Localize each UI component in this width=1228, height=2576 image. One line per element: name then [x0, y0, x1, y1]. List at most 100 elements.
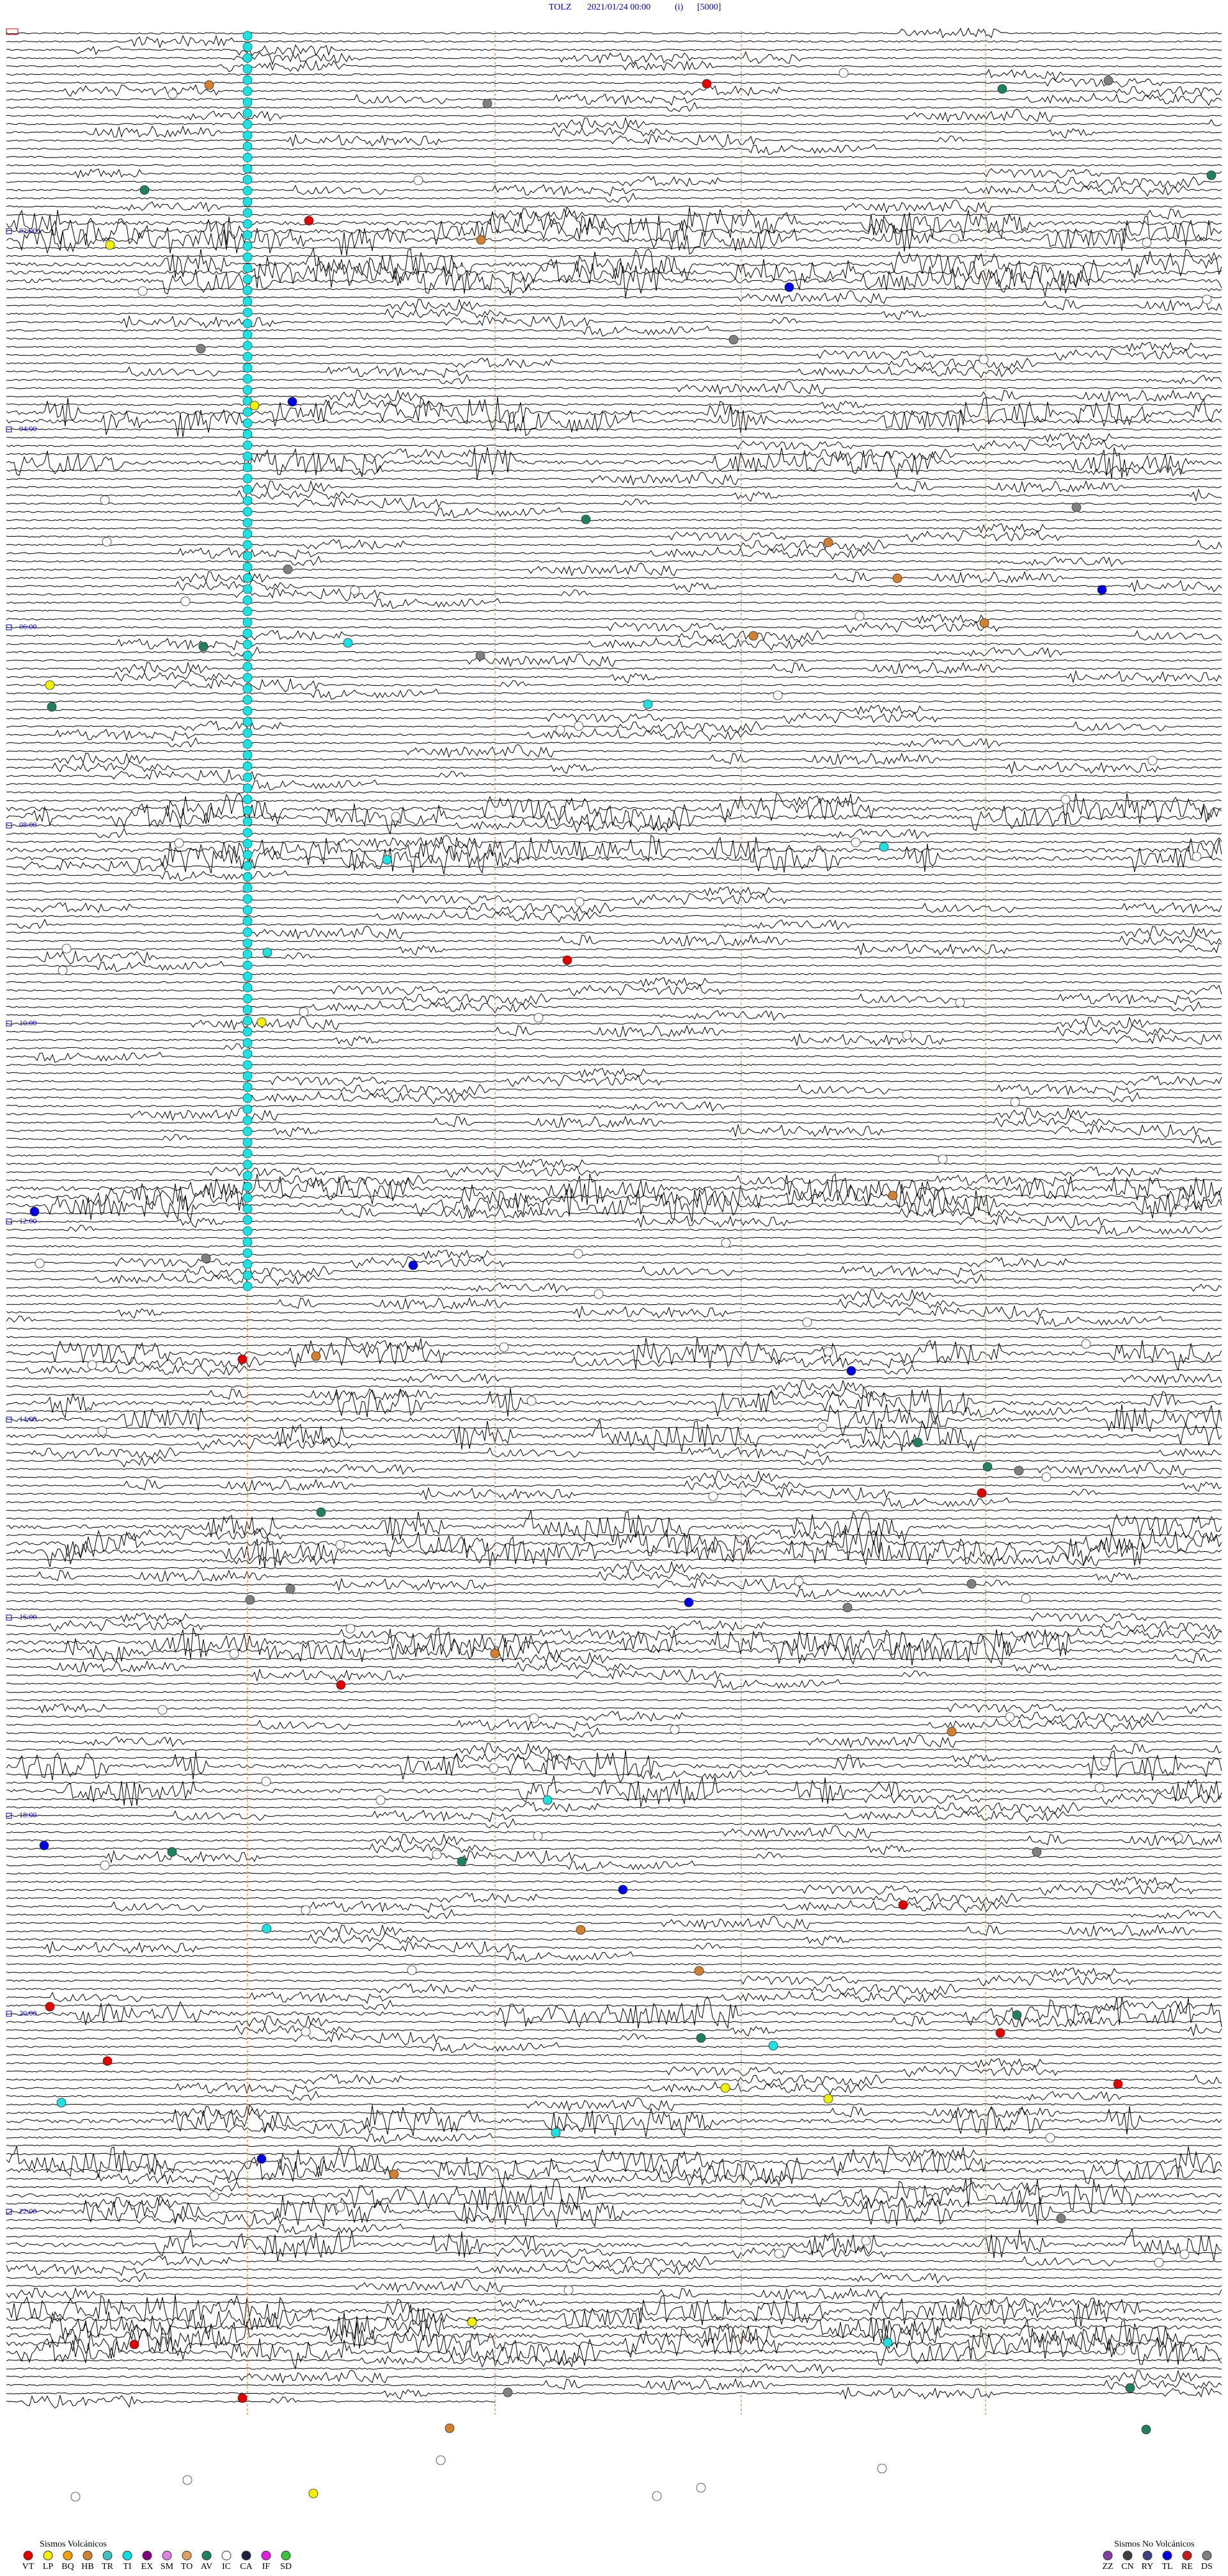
- trace: [6, 1187, 1222, 1222]
- event-marker: [242, 584, 253, 594]
- hour-tick: [6, 1615, 12, 1621]
- event-marker: [242, 1016, 253, 1026]
- event-marker: [242, 64, 253, 74]
- event-marker: [1045, 2133, 1055, 2143]
- event-marker: [1125, 2383, 1135, 2393]
- event-marker: [802, 1317, 812, 1327]
- trace: [6, 752, 1222, 765]
- event-marker: [938, 1154, 948, 1164]
- event-marker: [242, 252, 253, 262]
- trace: [6, 2133, 1222, 2144]
- trace: [6, 164, 1222, 167]
- event-marker: [773, 690, 783, 700]
- event-marker: [242, 972, 253, 981]
- trace: [6, 2337, 1222, 2371]
- event-marker: [304, 216, 314, 226]
- trace: [6, 1165, 1222, 1178]
- trace: [6, 1782, 1222, 1784]
- event-marker: [242, 418, 253, 428]
- trace: [6, 1900, 1222, 1913]
- event-marker: [139, 185, 150, 195]
- trace: [6, 744, 1222, 759]
- trace: [6, 144, 1222, 155]
- event-marker: [563, 2285, 574, 2295]
- event-marker: [242, 518, 253, 528]
- trace: [6, 1776, 1222, 1807]
- trace: [6, 1818, 1222, 1829]
- trace: [6, 1990, 1222, 2004]
- event-marker: [467, 2317, 477, 2327]
- trace: [6, 919, 1222, 931]
- event-marker: [61, 944, 72, 954]
- event-marker: [242, 905, 253, 915]
- legend-label: ZZ: [1102, 2562, 1113, 2572]
- event-marker: [242, 861, 253, 871]
- trace: [6, 587, 1222, 602]
- event-marker: [1141, 2424, 1151, 2435]
- trace: [6, 1769, 1222, 1781]
- event-marker: [242, 1204, 253, 1214]
- event-marker: [287, 397, 297, 407]
- trace: [6, 1181, 1222, 1212]
- event-marker: [45, 680, 55, 690]
- event-marker: [242, 97, 253, 107]
- trace: [6, 1618, 1222, 1632]
- trace: [6, 1373, 1222, 1386]
- trace: [6, 1272, 1222, 1286]
- event-marker: [167, 1847, 177, 1857]
- trace: [6, 1528, 1222, 1542]
- event-marker: [242, 1126, 253, 1137]
- event-marker: [242, 296, 253, 306]
- event-marker: [242, 1215, 253, 1225]
- trace: [6, 464, 1222, 477]
- event-marker: [102, 537, 112, 547]
- event-marker: [482, 99, 492, 109]
- trace: [6, 791, 1222, 794]
- trace: [6, 1455, 1222, 1468]
- event-marker: [316, 1507, 326, 1517]
- trace: [6, 2074, 1222, 2087]
- legend-label: HB: [81, 2562, 93, 2572]
- event-marker: [618, 1885, 628, 1895]
- event-marker: [861, 2236, 871, 2246]
- event-marker: [229, 1648, 239, 1659]
- event-marker: [1173, 1833, 1183, 1843]
- trace: [6, 1406, 1222, 1418]
- trace: [6, 1107, 1222, 1121]
- event-marker: [242, 983, 253, 993]
- trace: [6, 2177, 1222, 2213]
- event-marker: [242, 42, 253, 52]
- event-marker: [432, 1849, 442, 1860]
- event-marker: [838, 68, 849, 78]
- event-marker: [262, 1924, 272, 1934]
- trace: [6, 1627, 1222, 1641]
- trace: [6, 1951, 1222, 1963]
- event-marker: [335, 1540, 345, 1550]
- trace: [6, 1600, 1222, 1602]
- trace: [6, 571, 1222, 584]
- event-marker: [242, 949, 253, 960]
- event-marker: [242, 484, 253, 494]
- legend-label: DS: [1201, 2562, 1213, 2572]
- trace: [6, 530, 1222, 543]
- trace: [6, 2279, 1222, 2293]
- trace: [6, 1010, 1222, 1022]
- event-marker: [237, 2393, 248, 2403]
- trace: [6, 1386, 1222, 1421]
- event-marker: [39, 1840, 49, 1851]
- trace: [6, 842, 1222, 875]
- legend-swatch: [261, 2550, 271, 2561]
- legend-title: Sismos Volcánicos: [40, 2540, 107, 2549]
- event-marker: [242, 407, 253, 417]
- legend-label: BQ: [61, 2562, 74, 2572]
- trace: [6, 1932, 1222, 1946]
- event-marker: [1115, 2345, 1126, 2355]
- legend-swatch: [122, 2550, 132, 2561]
- event-marker: [56, 2098, 67, 2108]
- trace: [6, 1478, 1222, 1492]
- event-marker: [242, 728, 253, 738]
- trace: [6, 546, 1222, 560]
- event-marker: [335, 2202, 345, 2212]
- hour-tick: [6, 1812, 12, 1819]
- hour-tick: [6, 1020, 12, 1027]
